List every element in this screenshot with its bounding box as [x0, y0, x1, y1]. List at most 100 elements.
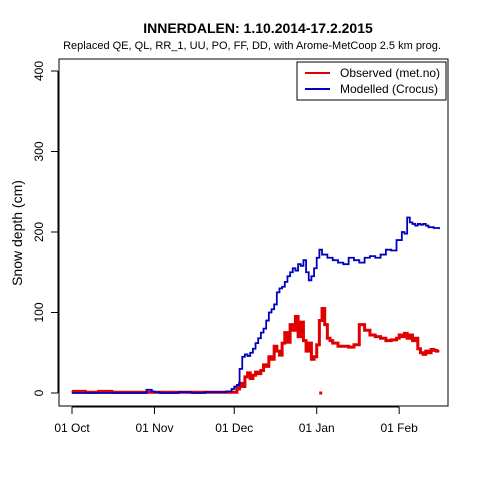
- modelled-data-point: [273, 303, 275, 306]
- modelled-data-point: [433, 227, 435, 229]
- modelled-data-point: [159, 392, 161, 394]
- modelled-data-point: [297, 263, 299, 265]
- modelled-data-point: [284, 281, 286, 283]
- modelled-data-point: [191, 392, 193, 394]
- modelled-data-point: [244, 353, 246, 355]
- modelled-data-point: [385, 249, 387, 251]
- legend-label-modelled: Modelled (Crocus): [340, 82, 438, 96]
- modelled-data-point: [281, 286, 283, 288]
- modelled-data-point: [358, 261, 360, 264]
- observed-isolated-point: [319, 391, 323, 395]
- observed-data-point: [316, 344, 318, 346]
- observed-data-point: [286, 341, 289, 343]
- modelled-data-point: [435, 227, 438, 229]
- observed-data-point: [324, 323, 326, 326]
- observed-data-point: [244, 376, 246, 378]
- observed-data-point: [417, 348, 419, 350]
- modelled-data-point: [252, 348, 254, 350]
- x-tick-label: 01 Nov: [135, 421, 173, 435]
- series-layer: [71, 216, 440, 395]
- modelled-data-point: [310, 275, 312, 277]
- observed-data-point: [430, 348, 432, 351]
- modelled-data-point: [225, 390, 227, 392]
- observed-data-point: [310, 358, 312, 360]
- observed-data-point: [297, 336, 299, 338]
- modelled-data-point: [71, 392, 73, 394]
- observed-data-point: [268, 356, 270, 358]
- modelled-data-point: [326, 257, 328, 259]
- observed-data-point: [401, 336, 403, 338]
- modelled-data-point: [353, 259, 355, 261]
- modelled-data-point: [422, 223, 424, 225]
- observed-data-point: [252, 374, 254, 376]
- y-tick-label: 400: [32, 61, 46, 81]
- observed-data-point: [385, 340, 387, 342]
- observed-data-point: [425, 350, 427, 352]
- observed-data-point: [390, 339, 392, 341]
- observed-data-point: [270, 358, 273, 360]
- observed-series-line: [72, 306, 440, 394]
- observed-data-point: [289, 323, 291, 326]
- observed-data-point: [308, 342, 310, 344]
- modelled-data-point: [236, 384, 238, 386]
- modelled-data-point: [238, 368, 241, 370]
- modelled-data-point: [430, 226, 432, 228]
- modelled-data-point: [305, 271, 307, 273]
- observed-data-point: [273, 345, 275, 347]
- observed-data-point: [369, 334, 371, 336]
- modelled-data-point: [286, 275, 289, 277]
- modelled-data-point: [257, 337, 259, 339]
- y-tick-label: 300: [32, 141, 46, 161]
- observed-data-point: [284, 332, 286, 334]
- modelled-data-point: [249, 352, 251, 354]
- observed-data-point: [241, 385, 243, 388]
- modelled-data-point: [369, 255, 371, 257]
- x-tick-label: 01 Feb: [381, 421, 419, 435]
- observed-data-point: [326, 337, 328, 339]
- modelled-data-point: [268, 311, 270, 314]
- observed-data-point: [337, 345, 339, 347]
- modelled-data-point: [124, 392, 126, 394]
- modelled-data-point: [438, 228, 440, 230]
- observed-data-point: [302, 340, 305, 342]
- modelled-data-point: [313, 267, 315, 269]
- observed-data-point: [294, 315, 297, 318]
- modelled-data-point: [270, 308, 273, 310]
- observed-data-point: [260, 369, 262, 372]
- observed-data-point: [305, 350, 307, 352]
- modelled-data-point: [390, 249, 392, 252]
- observed-data-point: [348, 346, 350, 348]
- modelled-data-point: [153, 391, 156, 393]
- observed-data-point: [433, 349, 435, 351]
- observed-data-point: [292, 329, 294, 331]
- observed-data-point: [281, 342, 283, 344]
- modelled-data-point: [401, 231, 403, 233]
- observed-data-point: [262, 364, 265, 366]
- observed-data-point: [265, 365, 267, 368]
- modelled-data-point: [204, 391, 206, 393]
- modelled-data-point: [414, 224, 416, 227]
- observed-data-point: [403, 332, 406, 335]
- y-tick-label: 200: [32, 222, 46, 242]
- y-tick-label: 0: [32, 389, 46, 396]
- legend-box: [296, 61, 447, 101]
- observed-data-point: [300, 321, 302, 323]
- modelled-data-point: [265, 319, 267, 322]
- modelled-data-point: [427, 226, 430, 228]
- x-tick-label: 01 Dec: [215, 421, 253, 435]
- observed-data-point: [278, 354, 281, 356]
- observed-data-point: [358, 323, 360, 326]
- observed-data-point: [257, 373, 259, 375]
- modelled-data-point: [151, 390, 153, 392]
- modelled-data-point: [425, 224, 427, 227]
- modelled-data-point: [364, 257, 366, 259]
- observed-data-point: [246, 372, 249, 374]
- modelled-data-point: [374, 257, 376, 259]
- modelled-data-point: [289, 271, 291, 273]
- modelled-data-point: [332, 259, 334, 261]
- modelled-data-point: [276, 291, 278, 293]
- modelled-data-point: [406, 216, 408, 219]
- modelled-data-point: [292, 267, 294, 269]
- chart-title: INNERDALEN: 1.10.2014-17.2.2015: [143, 20, 373, 36]
